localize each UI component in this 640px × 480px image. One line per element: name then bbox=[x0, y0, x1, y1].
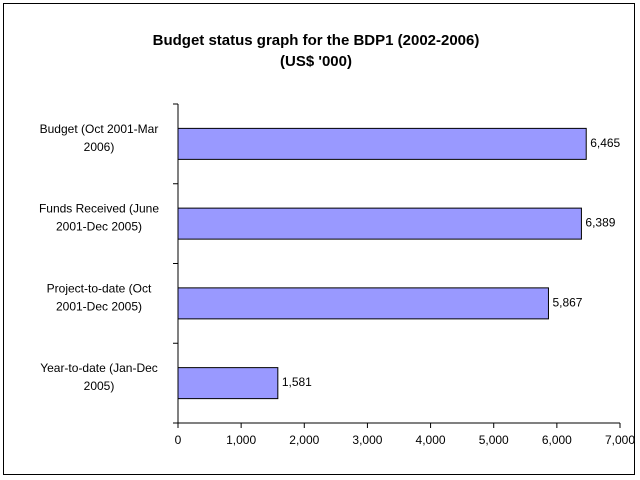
x-tick-label: 4,000 bbox=[416, 433, 446, 447]
category-label: 2005) bbox=[84, 379, 115, 393]
category-label: Year-to-date (Jan-Dec bbox=[40, 361, 158, 375]
chart-subtitle-units: (US$ '000) bbox=[280, 53, 352, 70]
x-tick-label: 5,000 bbox=[479, 433, 509, 447]
x-tick-label: 0 bbox=[175, 433, 182, 447]
category-label: Budget (Oct 2001-Mar bbox=[40, 122, 159, 136]
x-tick-label: 1,000 bbox=[226, 433, 256, 447]
data-label: 6,389 bbox=[585, 216, 615, 230]
bar bbox=[177, 127, 587, 160]
bar bbox=[177, 287, 549, 320]
x-tick-label: 7,000 bbox=[605, 433, 635, 447]
data-label: 6,465 bbox=[590, 136, 620, 150]
category-label: Project-to-date (Oct bbox=[47, 281, 152, 295]
x-tick-label: 6,000 bbox=[542, 433, 572, 447]
data-label: 5,867 bbox=[552, 295, 582, 309]
chart-title: Budget status graph for the BDP1 (2002-2… bbox=[152, 32, 480, 49]
bar bbox=[177, 367, 279, 400]
x-tick-label: 3,000 bbox=[352, 433, 382, 447]
x-tick-label: 2,000 bbox=[289, 433, 319, 447]
category-label: 2001-Dec 2005) bbox=[56, 220, 142, 234]
data-label: 1,581 bbox=[282, 375, 312, 389]
category-label: 2001-Dec 2005) bbox=[56, 299, 142, 313]
bar bbox=[177, 207, 582, 240]
category-label: Funds Received (June bbox=[39, 202, 159, 216]
category-label: 2006) bbox=[84, 140, 115, 154]
